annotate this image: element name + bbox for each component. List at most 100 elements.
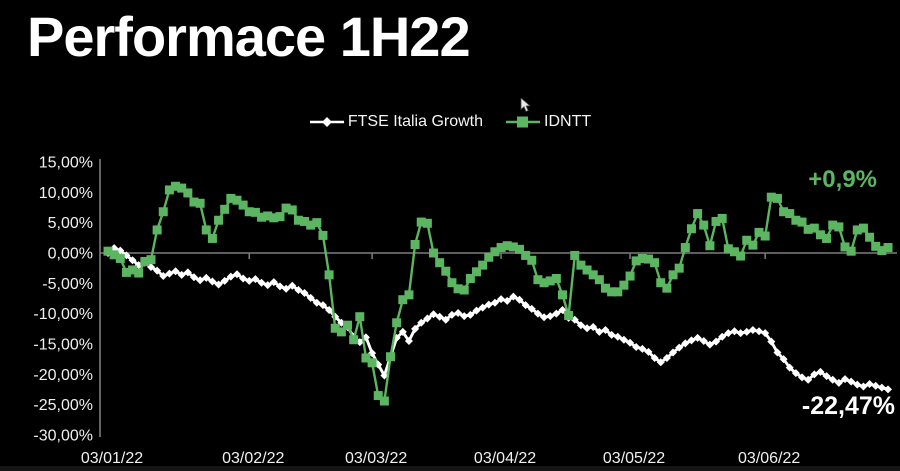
- idntt-marker: [809, 223, 819, 233]
- ftse-marker: [828, 375, 837, 384]
- idntt-marker: [871, 241, 881, 251]
- ftse-marker: [159, 272, 168, 281]
- ftse-marker: [183, 268, 192, 277]
- ftse-marker: [435, 312, 444, 321]
- ftse-marker: [202, 273, 211, 282]
- ftse-marker: [226, 272, 235, 281]
- idntt-marker: [373, 391, 383, 401]
- idntt-marker: [588, 270, 598, 280]
- idntt-marker: [121, 267, 131, 277]
- idntt-marker: [244, 207, 254, 217]
- ftse-marker: [484, 300, 493, 309]
- ftse-marker: [619, 335, 628, 344]
- idntt-marker: [754, 227, 764, 237]
- ftse-marker: [576, 321, 585, 330]
- idntt-marker: [263, 211, 273, 221]
- idntt-marker: [717, 213, 727, 223]
- idntt-marker: [281, 203, 291, 213]
- ftse-marker: [767, 337, 776, 346]
- ftse-marker: [251, 275, 260, 284]
- ftse-marker: [773, 348, 782, 357]
- ftse-marker: [515, 295, 524, 304]
- series-line-idntt: [107, 185, 889, 403]
- ftse-final-value-label: -22,47%: [801, 392, 895, 420]
- ftse-marker: [798, 373, 807, 382]
- idntt-marker: [293, 215, 303, 225]
- idntt-marker: [312, 218, 322, 228]
- idntt-marker: [367, 358, 377, 368]
- idntt-marker: [453, 284, 463, 294]
- ftse-marker: [460, 312, 469, 321]
- ftse-marker: [521, 301, 530, 310]
- ftse-marker: [656, 358, 665, 367]
- ftse-marker: [583, 324, 592, 333]
- ftse-marker: [429, 310, 438, 319]
- idntt-marker: [680, 243, 690, 253]
- ftse-marker: [779, 355, 788, 364]
- ftse-marker: [693, 333, 702, 342]
- ftse-marker: [509, 292, 518, 301]
- ftse-marker: [294, 286, 303, 295]
- legend-entry-ftse: FTSE Italia Growth: [309, 113, 483, 131]
- idntt-marker: [619, 280, 629, 290]
- ftse-marker: [761, 329, 770, 338]
- idntt-marker: [742, 235, 752, 245]
- ftse-marker: [871, 381, 880, 390]
- ftse-marker: [669, 348, 678, 357]
- ftse-marker: [638, 344, 647, 353]
- idntt-marker: [195, 198, 205, 208]
- ftse-marker: [245, 276, 254, 285]
- idntt-final-value-label: +0,9%: [808, 166, 877, 193]
- ftse-marker: [404, 336, 413, 345]
- idntt-marker: [533, 275, 543, 285]
- ftse-marker: [607, 330, 616, 339]
- idntt-marker: [662, 283, 672, 293]
- ftse-marker: [601, 326, 610, 335]
- y-tick-label: -5,00%: [42, 276, 93, 293]
- ftse-marker: [736, 329, 745, 338]
- idntt-marker: [164, 185, 174, 195]
- idntt-marker: [287, 205, 297, 215]
- idntt-marker: [183, 188, 193, 198]
- idntt-marker: [760, 231, 770, 241]
- ftse-marker: [662, 353, 671, 362]
- idntt-marker: [478, 260, 488, 270]
- ftse-marker: [503, 296, 512, 305]
- idntt-marker: [324, 270, 334, 280]
- ftse-marker: [705, 340, 714, 349]
- ftse-marker: [441, 315, 450, 324]
- mouse-cursor-icon: [520, 98, 532, 113]
- ftse-marker: [755, 327, 764, 336]
- y-tick-label: 15,00%: [39, 155, 93, 172]
- idntt-marker: [852, 225, 862, 235]
- ftse-marker: [472, 306, 481, 315]
- ftse-marker: [822, 372, 831, 381]
- ftse-marker: [626, 338, 635, 347]
- ftse-marker: [681, 339, 690, 348]
- idntt-marker: [693, 209, 703, 219]
- legend-label-ftse: FTSE Italia Growth: [347, 113, 484, 130]
- idntt-marker: [343, 320, 353, 330]
- ftse-marker: [275, 282, 284, 291]
- idntt-marker: [484, 252, 494, 262]
- idntt-marker: [146, 255, 156, 265]
- idntt-marker: [379, 396, 389, 406]
- legend-entry-idntt: IDNTT: [505, 113, 591, 131]
- ftse-marker: [196, 276, 205, 285]
- ftse-marker: [232, 270, 241, 279]
- ftse-marker: [816, 367, 825, 376]
- idntt-marker: [883, 243, 893, 253]
- idntt-marker: [822, 233, 832, 243]
- idntt-marker: [551, 273, 561, 283]
- idntt-marker: [435, 258, 445, 268]
- idntt-marker: [422, 218, 432, 228]
- idntt-marker: [557, 290, 567, 300]
- ftse-marker: [263, 281, 272, 290]
- ftse-marker: [884, 385, 892, 394]
- idntt-marker: [306, 220, 316, 230]
- idntt-marker: [729, 247, 739, 257]
- ftse-marker: [699, 336, 708, 345]
- idntt-marker: [625, 271, 635, 281]
- idntt-marker: [410, 240, 420, 250]
- idntt-marker: [404, 290, 414, 300]
